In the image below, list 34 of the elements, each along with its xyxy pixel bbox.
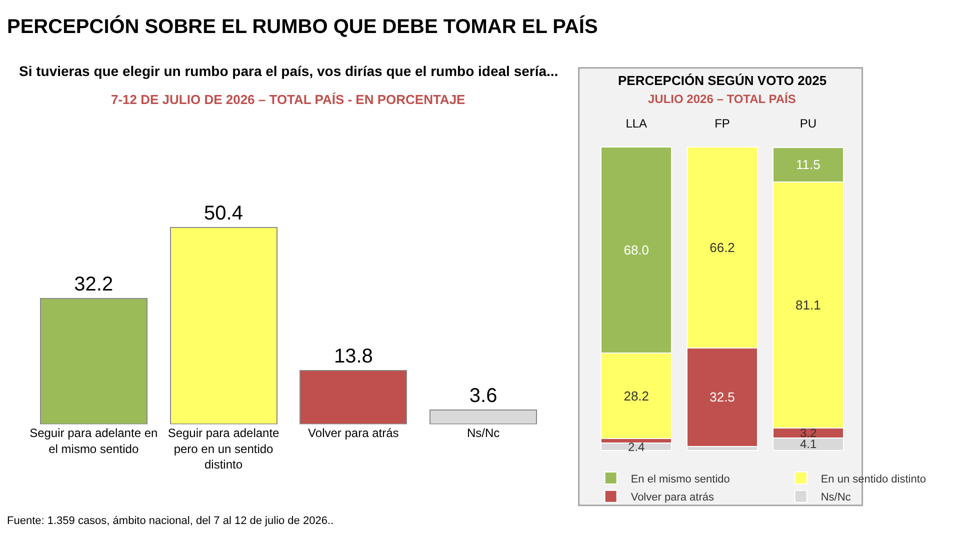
data-label: 32.2 xyxy=(74,274,114,296)
data-label: 66.2 xyxy=(710,240,735,255)
data-label: 68.0 xyxy=(624,242,650,258)
x-tick-label: Ns/Nc xyxy=(466,426,500,440)
x-tick-label: Seguir para adelante en el mismo sentido xyxy=(30,426,158,456)
legend-label: En el mismo sentido xyxy=(630,473,730,486)
bar xyxy=(40,298,148,424)
source-note: Fuente: 1.359 casos, ámbito nacional, del 7 al 12 de julio de 2026.. xyxy=(7,515,334,527)
data-label: 2.4 xyxy=(628,440,646,454)
data-label: 3.6 xyxy=(469,385,498,408)
data-label: 4.1 xyxy=(800,437,818,451)
legend-label: Ns/Nc xyxy=(820,492,852,504)
chart-title: PERCEPCIÓN SOBRE EL RUMBO QUE DEBE TOMAR EL PAÍS xyxy=(7,15,598,38)
data-label: 81.1 xyxy=(796,298,821,313)
data-label: 3.2 xyxy=(800,426,818,440)
x-tick-label: FP xyxy=(714,116,730,130)
bar xyxy=(300,370,408,424)
bar xyxy=(170,227,278,424)
x-tick-label: Seguir para adelante pero en un sentido distinto xyxy=(168,426,280,472)
legend-label: En un sentido distinto xyxy=(820,473,926,486)
text: 7-12 DE JULIO DE 2026 – TOTAL PAÍS - EN PORCENTAJE xyxy=(111,92,466,107)
chart-title: PERCEPCIÓN SEGÚN VOTO 2025 xyxy=(618,73,827,88)
x-tick-label: PU xyxy=(800,116,816,130)
data-label: 50.4 xyxy=(204,202,243,225)
chart-subtitle: Si tuvieras que elegir un rumbo para el país, vos dirías que el rumbo ideal sería... xyxy=(19,63,558,79)
chart-subtitle: JULIO 2026 – TOTAL PAÍS xyxy=(648,92,796,106)
x-tick-label: Volver para atrás xyxy=(308,426,399,440)
bar xyxy=(430,410,538,424)
legend-label: Volver para atrás xyxy=(630,492,714,504)
data-label: 28.2 xyxy=(624,388,650,404)
data-label: 13.8 xyxy=(334,345,373,368)
data-label: 32.5 xyxy=(710,390,735,405)
data-label: 11.5 xyxy=(796,157,820,172)
x-tick-label: LLA xyxy=(626,116,648,130)
